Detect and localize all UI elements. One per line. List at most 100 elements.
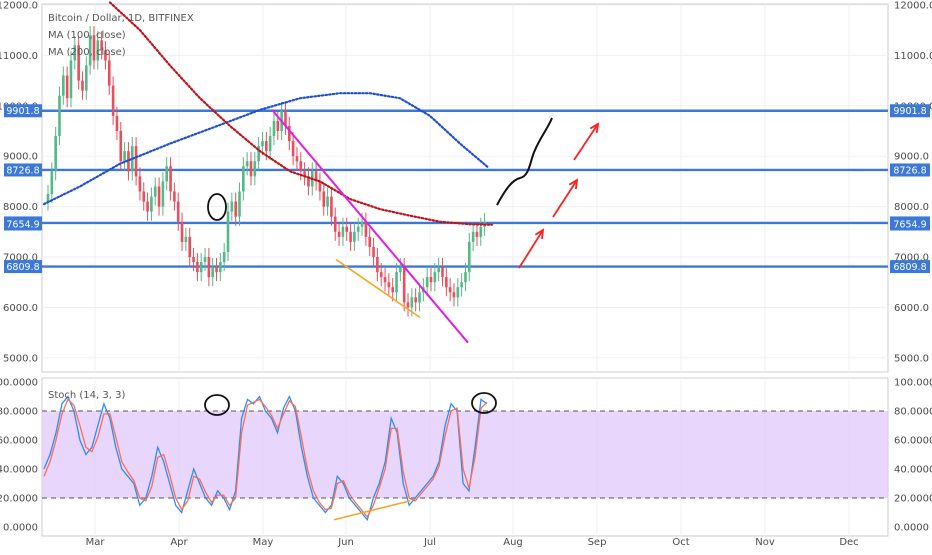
x-tick-label: Nov (755, 537, 775, 548)
ma200-line (108, 1, 494, 226)
x-tick-label: Apr (170, 537, 188, 548)
candle-body (211, 267, 214, 278)
candle-body (406, 302, 410, 308)
projection-arrow (573, 123, 599, 161)
candle-body (115, 115, 119, 131)
candle-body (429, 277, 433, 283)
candle-body (96, 40, 100, 61)
candle-body (69, 60, 73, 99)
candle-body (249, 161, 253, 177)
candle-body (104, 50, 107, 61)
candle-body (368, 236, 372, 247)
level-tag-left-text: 9901.8 (6, 106, 39, 117)
candle-body (161, 181, 165, 207)
ma200-legend: MA (200, close) (48, 47, 126, 58)
candle-body (291, 141, 295, 157)
candle-body (360, 221, 364, 227)
stoch-title: Stoch (14, 3, 3) (48, 390, 125, 401)
candle-body (199, 262, 203, 273)
candle-body (479, 226, 483, 237)
candle-body (188, 236, 192, 257)
candle-body (333, 216, 337, 232)
candle-body (230, 201, 234, 212)
level-tag-left (4, 217, 42, 231)
candle-body (180, 221, 184, 242)
level-tag-left (4, 163, 42, 177)
y-tick-label-right: 5000.0 (894, 353, 929, 364)
candle-body (142, 191, 146, 202)
x-tick-label: Jun (337, 537, 354, 548)
stoch-tick-label-left: 40.0000 (0, 465, 38, 476)
level-tag-right (890, 260, 930, 274)
projection-arrow (518, 229, 544, 269)
y-tick-label-left: 5000.0 (3, 353, 38, 364)
stoch-d-line (43, 398, 488, 519)
x-tick-label: Jul (423, 537, 436, 548)
candle-body (356, 226, 360, 232)
candle-body (303, 171, 306, 177)
candle-body (85, 65, 88, 91)
annotation-circle-stoch (204, 394, 230, 416)
candle-body (257, 146, 260, 162)
candle-body (92, 35, 96, 61)
candle-body (196, 262, 199, 273)
candle-body (46, 194, 50, 202)
projection-arrow-head (589, 122, 600, 134)
candle-body (399, 267, 402, 273)
ma100-line (42, 92, 490, 206)
level-tag-left (4, 260, 42, 274)
x-tick-label: Sep (588, 537, 607, 548)
candle-body (50, 171, 54, 194)
level-tag-left-text: 8726.8 (6, 165, 39, 176)
candle-body (219, 262, 222, 273)
x-tick-label: Dec (839, 537, 858, 548)
projection-arrow-head (568, 178, 579, 190)
candle-body (111, 85, 115, 116)
candle-body (341, 226, 345, 237)
candle-body (383, 277, 387, 283)
x-tick-label: Aug (503, 537, 523, 548)
candle-body (307, 176, 310, 187)
candle-body (410, 297, 414, 308)
candle-body (452, 292, 456, 298)
candle-body (81, 80, 84, 91)
candle-body (215, 267, 218, 273)
x-tick-label: Oct (672, 537, 689, 548)
candle-body (138, 176, 142, 192)
candle-body (62, 75, 65, 96)
candle-body (119, 131, 123, 162)
candle-body (372, 246, 375, 257)
candle-body (337, 231, 341, 237)
stoch-tick-label-right: 60.0000 (894, 436, 932, 447)
candle-body (418, 292, 421, 303)
candle-body (445, 277, 448, 288)
candle-body (184, 236, 188, 242)
candle-body (441, 267, 444, 278)
projection-arrow (552, 179, 578, 218)
candle-body (475, 231, 479, 237)
level-tag-left-text: 6809.8 (6, 262, 39, 273)
candle-body (464, 272, 467, 283)
y-tick-label-right: 7000.0 (894, 253, 929, 264)
candle-body (169, 166, 172, 192)
candle-body (330, 196, 333, 217)
y-tick-label-left: 9000.0 (3, 152, 38, 163)
candle-body (207, 257, 211, 278)
candle-body (456, 287, 460, 298)
candle-body (203, 257, 207, 263)
y-tick-label-right: 12000.0 (894, 1, 932, 12)
candle-body (100, 40, 103, 51)
level-tag-right-text: 6809.8 (893, 262, 926, 273)
candle-body (414, 297, 417, 303)
y-tick-label-right: 8000.0 (894, 202, 929, 213)
candle-body (107, 60, 111, 86)
stoch-tick-label-right: 0.0000 (894, 523, 929, 534)
candle-body (173, 191, 176, 202)
candle-body (238, 191, 241, 217)
candle-body (468, 241, 471, 273)
candle-body (318, 181, 322, 192)
stoch-band (42, 411, 888, 498)
stoch-tick-label-left: 80.0000 (0, 407, 38, 418)
candle-body (364, 221, 368, 237)
